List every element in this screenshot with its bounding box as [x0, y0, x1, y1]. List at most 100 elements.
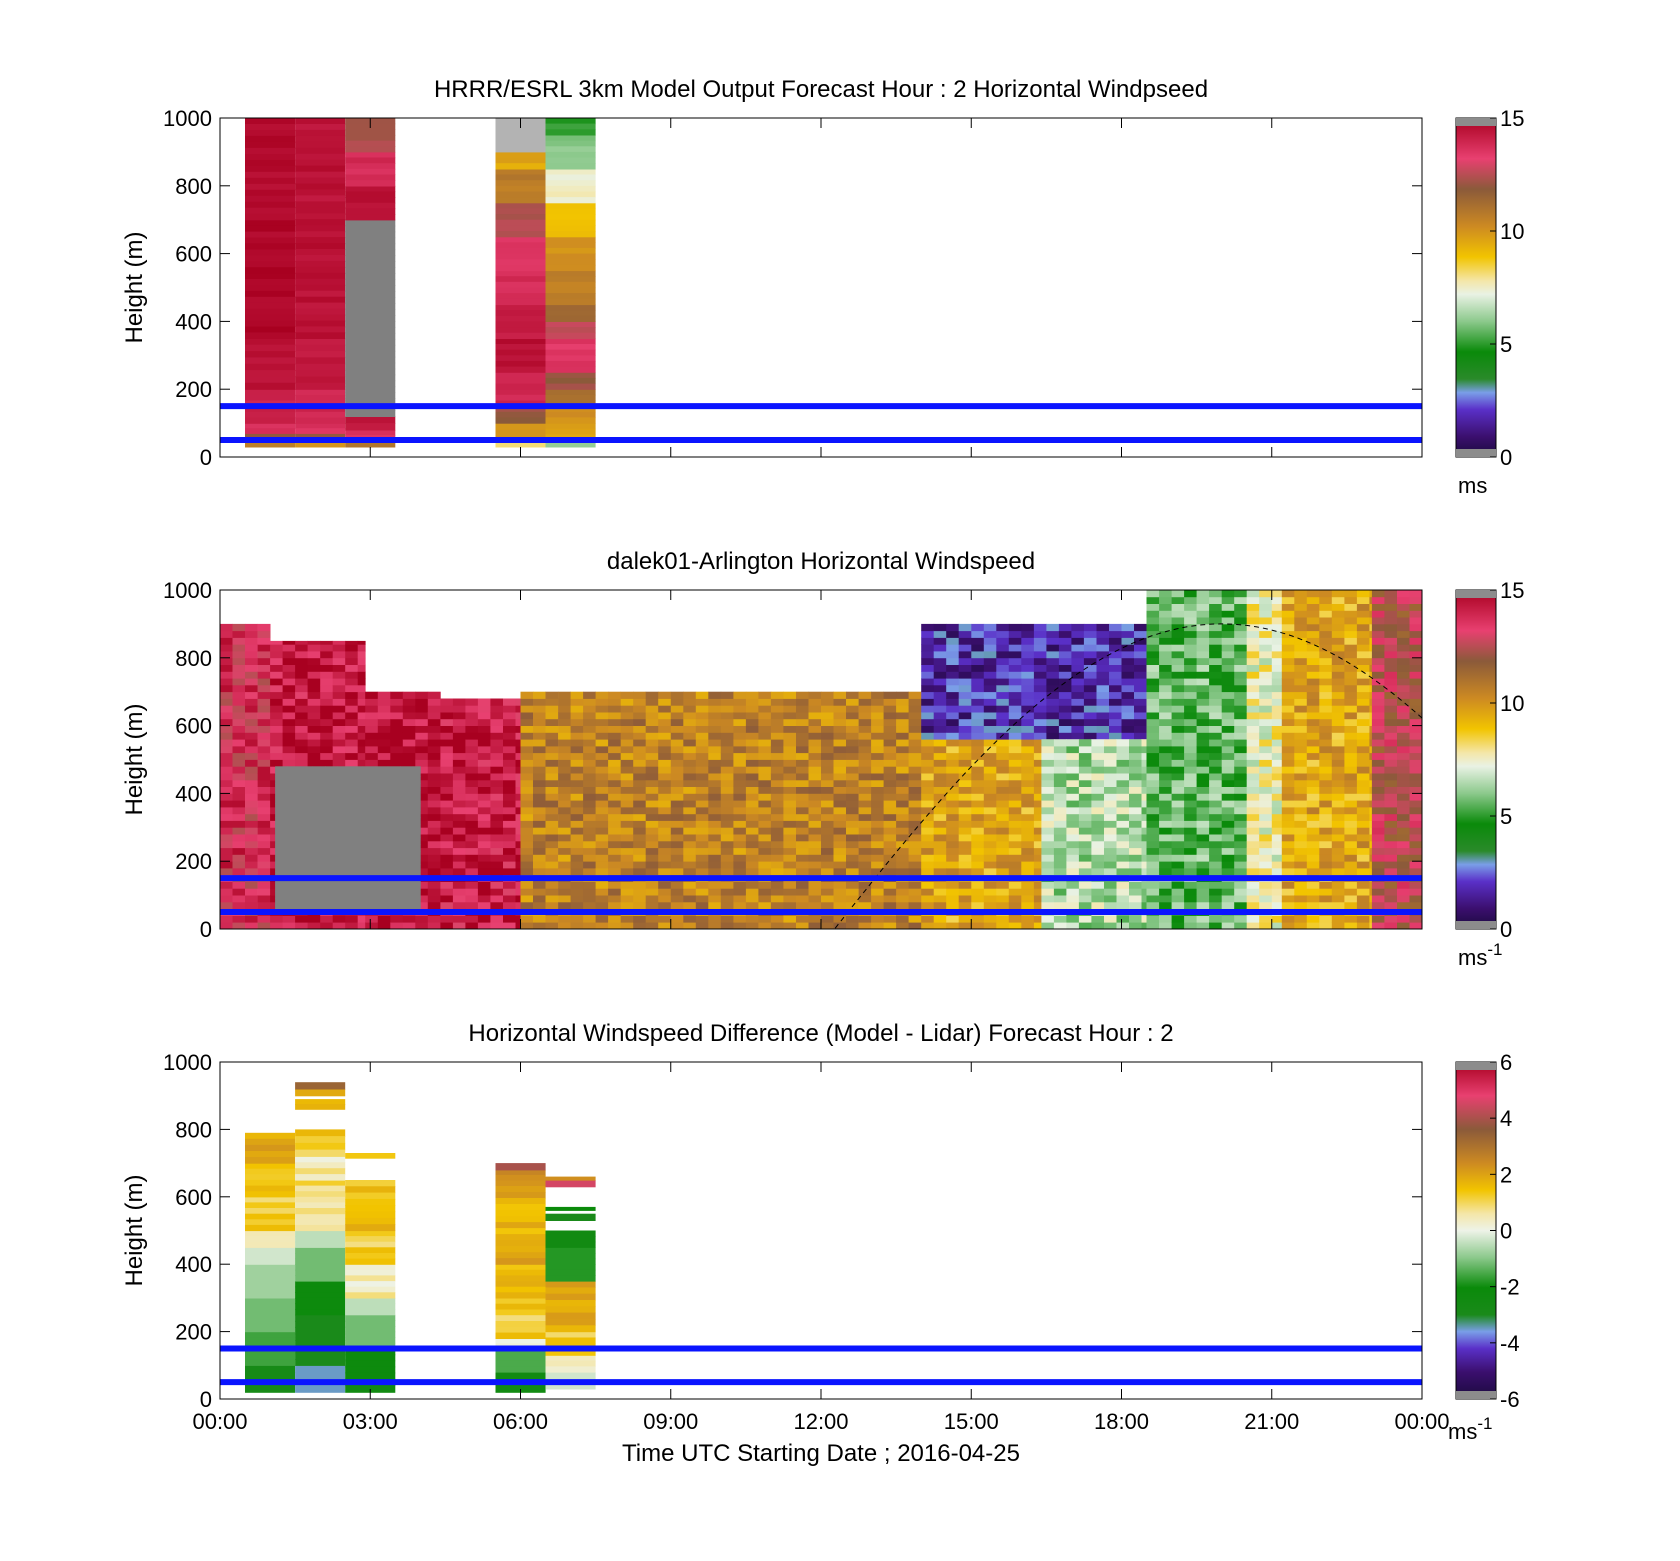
- heatmap-cell: [1116, 840, 1130, 849]
- heatmap-cell: [683, 922, 697, 929]
- heatmap-cell: [1083, 718, 1097, 726]
- heatmap-cell: [1319, 779, 1333, 787]
- heatmap-cell: [452, 840, 466, 849]
- heatmap-cell: [1221, 725, 1235, 733]
- heatmap-cell: [350, 837, 364, 845]
- heatmap-cell: [415, 888, 429, 896]
- heatmap-cell: [295, 219, 346, 226]
- heatmap-cell: [545, 820, 559, 828]
- heatmap-cell: [300, 884, 313, 893]
- heatmap-cell: [325, 898, 339, 906]
- heatmap-cell: [345, 1241, 396, 1248]
- heatmap-cell: [300, 810, 313, 818]
- heatmap-cell: [558, 725, 571, 733]
- heatmap-cell: [1033, 759, 1042, 767]
- heatmap-cell: [733, 813, 747, 821]
- heatmap-cell: [245, 678, 258, 686]
- heatmap-cell: [387, 851, 401, 859]
- heatmap-cell: [633, 793, 647, 801]
- heatmap-cell: [896, 691, 909, 699]
- heatmap-cell: [1021, 752, 1035, 760]
- heatmap-cell: [695, 766, 709, 774]
- heatmap-cell: [1356, 657, 1370, 665]
- heatmap-cell: [833, 718, 847, 726]
- heatmap-cell: [377, 752, 391, 760]
- heatmap-cell: [971, 779, 985, 787]
- heatmap-cell: [808, 901, 822, 910]
- heatmap-cell: [503, 895, 516, 903]
- heatmap-cell: [558, 773, 571, 781]
- heatmap-cell: [402, 759, 416, 767]
- heatmap-cell: [427, 820, 441, 828]
- heatmap-cell: [1146, 623, 1160, 632]
- heatmap-cell: [515, 779, 521, 787]
- heatmap-cell: [332, 718, 346, 726]
- heatmap-cell: [245, 279, 296, 286]
- heatmap-cell: [307, 725, 321, 733]
- heatmap-cell: [1141, 779, 1147, 787]
- heatmap-cell: [495, 168, 546, 176]
- heatmap-cell: [1234, 596, 1248, 604]
- heatmap-cell: [983, 868, 997, 876]
- heatmap-cell: [858, 732, 872, 740]
- heatmap-cell: [1196, 766, 1210, 774]
- heatmap-cell: [633, 725, 647, 733]
- heatmap-cell: [1369, 610, 1373, 618]
- heatmap-cell: [946, 678, 960, 686]
- heatmap-cell: [1344, 901, 1358, 910]
- heatmap-cell: [846, 759, 859, 767]
- heatmap-cell: [287, 810, 301, 818]
- heatmap-cell: [375, 810, 389, 818]
- heatmap-cell: [958, 752, 972, 760]
- heatmap-cell: [1109, 684, 1122, 693]
- heatmap-cell: [683, 881, 697, 889]
- heatmap-cell: [921, 786, 935, 794]
- heatmap-cell: [1234, 671, 1248, 679]
- heatmap-cell: [1281, 739, 1295, 747]
- heatmap-cell: [983, 786, 997, 794]
- heatmap-cell: [390, 922, 404, 929]
- heatmap-cell: [245, 1174, 296, 1181]
- heatmap-cell: [245, 786, 258, 794]
- heatmap-cell: [1033, 664, 1047, 672]
- heatmap-cell: [1046, 630, 1060, 638]
- heatmap-cell: [1146, 895, 1160, 903]
- heatmap-cell: [452, 922, 466, 929]
- heatmap-cell: [295, 1149, 346, 1157]
- heatmap-cell: [908, 705, 922, 713]
- heatmap-cell: [670, 786, 684, 794]
- heatmap-cell: [545, 1269, 596, 1276]
- heatmap-cell: [1053, 827, 1067, 835]
- heatmap-cell: [1209, 671, 1222, 679]
- heatmap-cell: [375, 878, 389, 886]
- heatmap-cell: [1008, 623, 1022, 632]
- heatmap-cell: [295, 326, 346, 333]
- heatmap-cell: [1091, 881, 1105, 889]
- heatmap-cell: [332, 752, 346, 760]
- heatmap-cell: [245, 847, 258, 855]
- heatmap-cell: [232, 718, 246, 726]
- heatmap-cell: [1041, 820, 1055, 828]
- heatmap-cell: [971, 800, 985, 808]
- heatmap-cell: [971, 698, 985, 706]
- heatmap-cell: [1071, 651, 1085, 659]
- heatmap-cell: [1397, 922, 1410, 929]
- heatmap-cell: [1033, 922, 1042, 929]
- heatmap-cell: [232, 807, 246, 815]
- heatmap-cell: [808, 793, 822, 801]
- heatmap-cell: [1221, 712, 1235, 720]
- heatmap-cell: [232, 827, 246, 835]
- heatmap-cell: [307, 922, 321, 929]
- heatmap-cell: [1184, 664, 1197, 672]
- heatmap-cell: [1306, 603, 1320, 611]
- heatmap-cell: [796, 881, 809, 889]
- heatmap-cell: [287, 766, 301, 771]
- heatmap-cell: [515, 793, 521, 801]
- heatmap-cell: [583, 827, 596, 835]
- y-tick-label: 200: [175, 1320, 212, 1345]
- heatmap-cell: [1058, 623, 1072, 632]
- heatmap-cell: [345, 297, 396, 304]
- heatmap-cell: [1184, 698, 1197, 706]
- heatmap-cell: [1344, 786, 1358, 794]
- heatmap-cell: [245, 1138, 296, 1146]
